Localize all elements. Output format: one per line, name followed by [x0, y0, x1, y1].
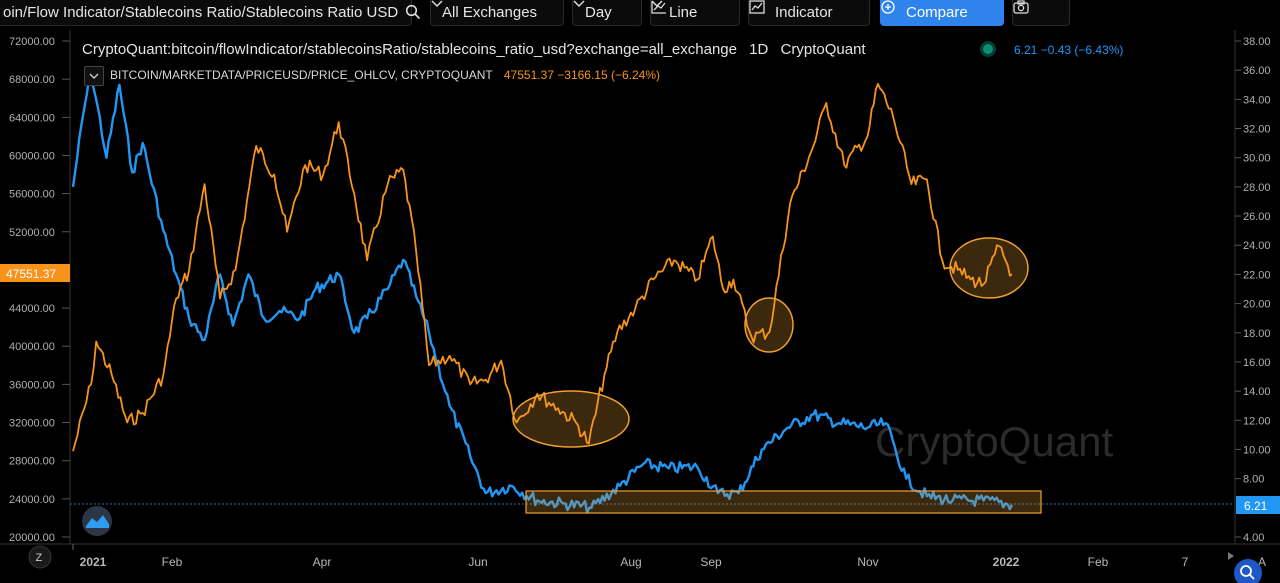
- screenshot-button[interactable]: [1012, 0, 1070, 26]
- time-axis-tick-label: 7: [1182, 555, 1189, 569]
- main-series-source: CryptoQuant: [780, 41, 866, 58]
- right-axis-tick-label: 22.00: [1243, 269, 1271, 281]
- logo-icon: [86, 515, 109, 528]
- highlight-ellipse-september: [744, 297, 794, 353]
- right-axis-tick-label: 34.00: [1243, 94, 1271, 106]
- time-axis-tick-label: A: [1258, 555, 1266, 569]
- left-axis-tick-label: 28000.00: [9, 456, 55, 468]
- top-toolbar: oin/Flow Indicator/Stablecoins Ratio/Sta…: [0, 0, 1280, 26]
- left-axis-tick-label: 40000.00: [9, 341, 55, 353]
- watermark: CryptoQuant: [875, 418, 1113, 465]
- symbol-search-box[interactable]: oin/Flow Indicator/Stablecoins Ratio/Sta…: [0, 0, 421, 26]
- left-axis-tick-label: 44000.00: [9, 303, 55, 315]
- indicator-label: Indicator: [775, 4, 833, 21]
- interval-dropdown[interactable]: Day: [572, 0, 642, 26]
- main-series-title: CryptoQuant:bitcoin/flowIndicator/stable…: [82, 41, 737, 58]
- time-axis-tick-label: Nov: [857, 555, 878, 569]
- left-axis-tick-label: 72000.00: [9, 36, 55, 48]
- right-axis-tick-label: 16.00: [1243, 357, 1271, 369]
- price-series-values: 47551.37 −3166.15 (−6.24%): [503, 68, 661, 82]
- right-axis-tick-label: 10.00: [1243, 444, 1271, 456]
- right-axis-tick-label: 4.00: [1243, 532, 1264, 544]
- indicator-button[interactable]: Indicator: [748, 0, 870, 26]
- right-axis-tick-label: 38.00: [1243, 36, 1271, 48]
- live-status-dot: [983, 44, 993, 54]
- right-axis-tick-label: 28.00: [1243, 182, 1271, 194]
- zoom-reset-button[interactable]: Z: [28, 545, 52, 569]
- compare-button[interactable]: Compare: [880, 0, 1004, 26]
- series-line-ratio: [71, 69, 1014, 514]
- left-axis-tick-label: 60000.00: [9, 150, 55, 162]
- time-axis-tick-label: Sep: [700, 555, 722, 569]
- cryptoquant-logo-button[interactable]: [82, 506, 112, 536]
- time-axis[interactable]: 2021 Feb Apr Jun Aug Sep Nov 2022 Feb 7 A: [72, 544, 1266, 569]
- chevron-down-icon: [89, 73, 99, 79]
- exchange-label: All Exchanges: [442, 4, 538, 21]
- chart-style-label: Line: [669, 4, 698, 21]
- time-axis-tick-label: 2021: [80, 555, 107, 569]
- right-axis-tick-label: 8.00: [1243, 474, 1264, 486]
- left-axis[interactable]: 72000.00 68000.00 64000.00 60000.00 56000.00…: [9, 36, 70, 544]
- left-axis-tick-label: 32000.00: [9, 418, 55, 430]
- zoom-reset-label: Z: [36, 552, 43, 564]
- left-axis-tick-label: 56000.00: [9, 189, 55, 201]
- time-axis-tick-label: Feb: [1088, 555, 1109, 569]
- highlight-ellipse-december: [949, 237, 1029, 299]
- search-zoom-button[interactable]: [1234, 559, 1262, 583]
- right-axis-tick-label: 14.00: [1243, 386, 1271, 398]
- time-axis-tick-label: Aug: [620, 555, 641, 569]
- right-axis-tick-label: 12.00: [1243, 415, 1271, 427]
- price-series-title: BITCOIN/MARKETDATA/PRICEUSD/PRICE_OHLCV,…: [110, 68, 493, 82]
- right-axis[interactable]: 38.00 36.00 34.00 32.00 30.00 28.00 26.00 24.00…: [1235, 36, 1271, 544]
- right-axis-tick-label: 20.00: [1243, 299, 1271, 311]
- price-series-legend[interactable]: BITCOIN/MARKETDATA/PRICEUSD/PRICE_OHLCV,…: [110, 68, 660, 82]
- right-axis-tick-label: 26.00: [1243, 211, 1271, 223]
- ratio-current-label: 6.21: [1236, 496, 1280, 514]
- highlight-ellipse-june: [512, 390, 630, 448]
- right-axis-tick-label: 32.00: [1243, 124, 1271, 136]
- legend-collapse-toggle[interactable]: [84, 66, 104, 86]
- time-axis-tick-label: Jun: [468, 555, 487, 569]
- time-axis-tick-label: 2022: [993, 555, 1020, 569]
- right-axis-tick-label: 36.00: [1243, 65, 1271, 77]
- series-line-price: [72, 83, 1013, 452]
- left-axis-tick-label: 20000.00: [9, 532, 55, 544]
- scroll-right-arrow-icon[interactable]: [1228, 552, 1234, 560]
- interval-label: Day: [585, 4, 612, 21]
- magnifier-icon: [1240, 565, 1252, 577]
- left-axis-tick-label: 52000.00: [9, 227, 55, 239]
- price-current-value: 47551.37: [6, 267, 56, 281]
- symbol-search-text: oin/Flow Indicator/Stablecoins Ratio/Sta…: [3, 4, 399, 21]
- right-axis-tick-label: 30.00: [1243, 153, 1271, 165]
- exchange-dropdown[interactable]: All Exchanges: [430, 0, 564, 26]
- main-series-legend[interactable]: CryptoQuant:bitcoin/flowIndicator/stable…: [82, 41, 866, 58]
- right-axis-tick-label: 24.00: [1243, 240, 1271, 252]
- price-current-label: 47551.37: [0, 264, 70, 282]
- time-axis-tick-label: Apr: [313, 555, 332, 569]
- left-axis-tick-label: 68000.00: [9, 74, 55, 86]
- ratio-current-value: 6.21: [1244, 499, 1268, 513]
- main-series-interval: 1D: [749, 41, 769, 58]
- left-axis-tick-label: 36000.00: [9, 379, 55, 391]
- compare-label: Compare: [906, 4, 968, 21]
- chart-style-dropdown[interactable]: Line: [650, 0, 740, 26]
- time-axis-tick-label: Feb: [162, 555, 183, 569]
- left-axis-tick-label: 64000.00: [9, 112, 55, 124]
- highlight-box-ratio-floor: [525, 490, 1042, 514]
- main-series-values: 6.21 −0.43 (−6.43%): [1014, 43, 1124, 57]
- left-axis-tick-label: 24000.00: [9, 494, 55, 506]
- right-axis-tick-label: 18.00: [1243, 328, 1271, 340]
